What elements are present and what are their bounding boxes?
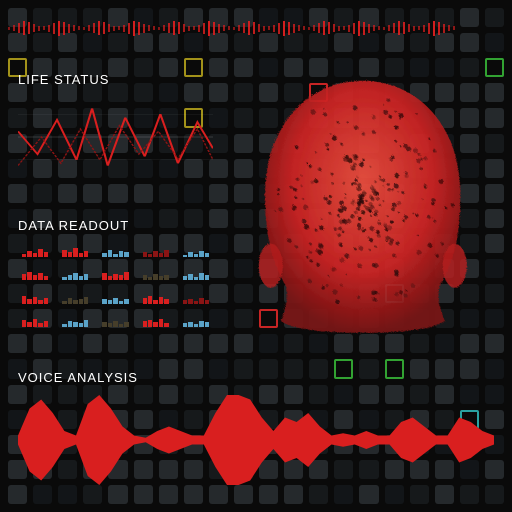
life-status-chart	[18, 97, 213, 177]
data-cell	[18, 243, 52, 261]
data-readout-title: DATA READOUT	[18, 218, 213, 233]
data-cell	[179, 290, 213, 308]
data-cell	[98, 314, 132, 332]
data-cell	[139, 314, 173, 332]
data-cell	[18, 314, 52, 332]
head-scan-visual	[230, 60, 495, 340]
data-readout-grid	[18, 243, 213, 331]
voice-analysis-panel: VOICE ANALYSIS	[18, 370, 494, 500]
life-status-title: LIFE STATUS	[18, 72, 213, 87]
data-cell	[58, 314, 92, 332]
top-activity-bar	[8, 20, 504, 36]
data-cell	[179, 267, 213, 285]
data-cell	[179, 314, 213, 332]
data-cell	[98, 243, 132, 261]
data-cell	[98, 267, 132, 285]
data-cell	[139, 290, 173, 308]
data-cell	[179, 243, 213, 261]
data-readout-panel: DATA READOUT	[18, 218, 213, 338]
life-status-panel: LIFE STATUS	[18, 72, 213, 192]
data-cell	[98, 290, 132, 308]
data-cell	[18, 290, 52, 308]
voice-analysis-title: VOICE ANALYSIS	[18, 370, 494, 385]
data-cell	[139, 243, 173, 261]
data-cell	[58, 290, 92, 308]
data-cell	[139, 267, 173, 285]
voice-waveform	[18, 395, 494, 485]
data-cell	[58, 243, 92, 261]
data-cell	[58, 267, 92, 285]
data-cell	[18, 267, 52, 285]
